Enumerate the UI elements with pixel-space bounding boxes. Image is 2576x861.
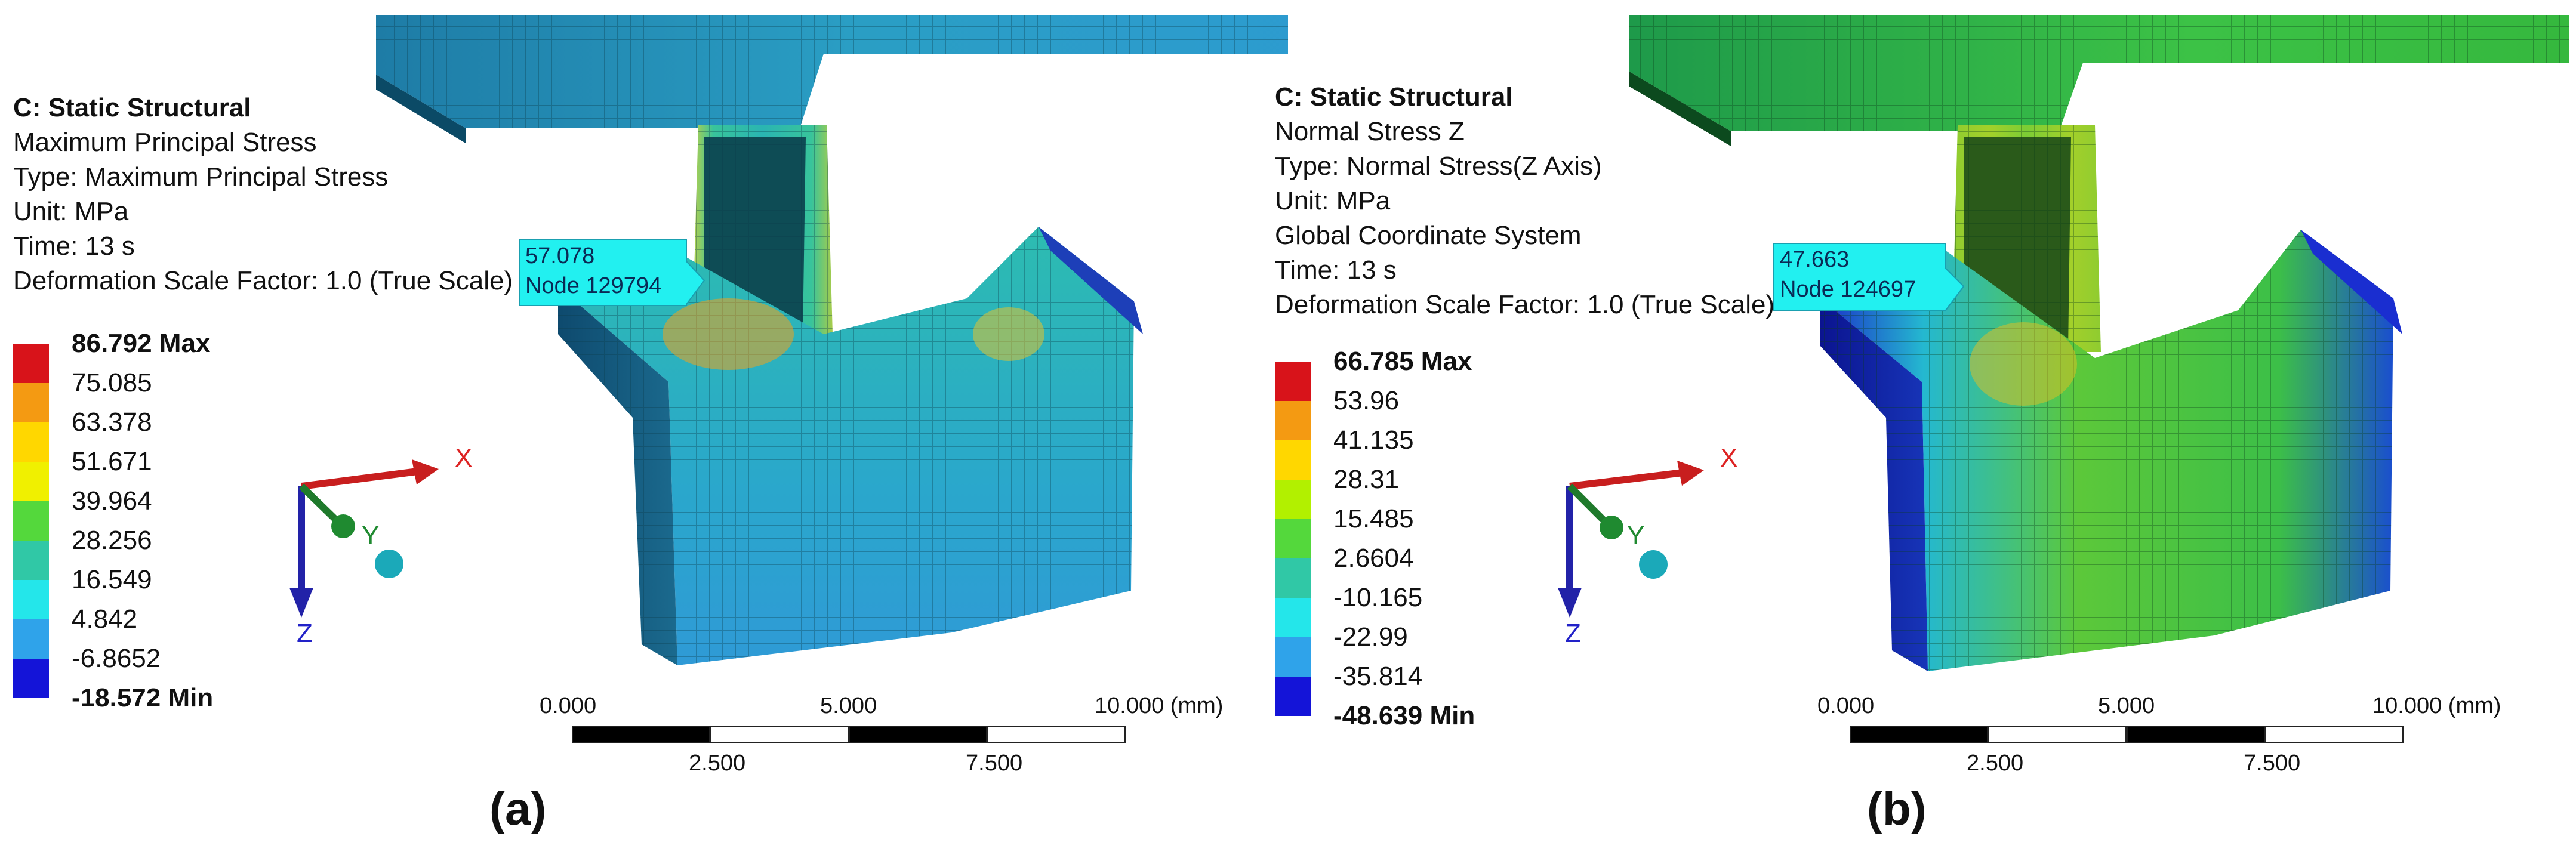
result-unit: Unit: MPa (13, 197, 129, 226)
scale-segment (1850, 726, 1988, 743)
scale-segment (572, 726, 710, 743)
legend-min-label: -18.572 Min (72, 683, 214, 712)
legend-swatch (1275, 362, 1311, 401)
legend-swatch (1275, 480, 1311, 519)
scale-tick: 5.000 (820, 693, 877, 718)
legend-value-label: 75.085 (72, 368, 152, 397)
z-axis-label: Z (1565, 619, 1581, 648)
legend-swatch (1275, 558, 1311, 598)
probe-value: 57.078 (525, 243, 595, 269)
scale-segment (2127, 726, 2265, 743)
legend-value-label: -35.814 (1333, 662, 1423, 691)
probe-label: 47.663 Node 124697 (1780, 245, 1916, 304)
result-unit: Unit: MPa (1275, 186, 1391, 215)
legend-value-label: 39.964 (72, 486, 152, 516)
scale-tick: 2.500 (1967, 751, 2024, 776)
y-axis-label: Y (1627, 521, 1644, 550)
legend-value-label: 28.31 (1333, 465, 1400, 494)
legend-swatch (13, 619, 49, 659)
scale-segment (2265, 726, 2404, 743)
scale-segment (710, 726, 849, 743)
fea-model-view: X Y Z (289, 15, 1288, 665)
legend-swatch (13, 541, 49, 580)
legend-swatch (13, 422, 49, 462)
result-name: Maximum Principal Stress (13, 128, 317, 157)
probe-node: Node 129794 (525, 273, 662, 298)
x-axis-label: X (455, 443, 472, 473)
result-name: Normal Stress Z (1275, 117, 1465, 146)
analysis-title: C: Static Structural (13, 93, 251, 122)
scale-tick: 2.500 (689, 751, 746, 776)
legend-value-label: 2.6604 (1333, 544, 1414, 573)
legend-value-label: 63.378 (72, 408, 152, 437)
legend-swatch (1275, 637, 1311, 677)
scale-segment (987, 726, 1126, 743)
panel-caption: (a) (489, 782, 547, 835)
scale-tick: 0.000 (1817, 693, 1875, 718)
result-info: C: Static Structural Normal Stress Z Typ… (1275, 80, 1774, 322)
fea-model-view: X Y Z (1558, 15, 2569, 671)
legend-swatch (13, 501, 49, 541)
legend-min-label: -48.639 Min (1333, 701, 1475, 730)
legend-value-label: 28.256 (72, 526, 152, 555)
legend-value-label: 51.671 (72, 447, 152, 476)
scale-tick: 7.500 (2244, 751, 2301, 776)
probe-label: 57.078 Node 129794 (525, 241, 661, 301)
coordinate-triad: X Y Z (289, 443, 472, 648)
legend-swatch (13, 383, 49, 422)
legend-swatch (1275, 519, 1311, 558)
scale-tick: 10.000 (mm) (1095, 693, 1224, 718)
legend-value-label: -6.8652 (72, 644, 161, 673)
scale-tick: 5.000 (2098, 693, 2155, 718)
result-time: Time: 13 s (1275, 255, 1397, 285)
deformation-scale: Deformation Scale Factor: 1.0 (True Scal… (1275, 290, 1775, 319)
scale-tick: 7.500 (966, 751, 1023, 776)
probe-node: Node 124697 (1780, 277, 1916, 302)
analysis-title: C: Static Structural (1275, 82, 1513, 112)
legend-swatch (1275, 401, 1311, 440)
coordinate-system: Global Coordinate System (1275, 221, 1582, 250)
y-axis-label: Y (362, 521, 379, 550)
legend-value-label: 53.96 (1333, 386, 1400, 415)
probe-callout (1773, 243, 1965, 311)
legend-max-label: 86.792 Max (72, 329, 211, 358)
scale-bar: 0.000 5.000 10.000 (mm) 2.500 7.500 (1817, 692, 2501, 794)
probe-callout (519, 239, 705, 306)
panel-b: X Y Z C: Static Structural Normal Stress… (1259, 0, 2576, 861)
legend-swatch (13, 462, 49, 501)
z-axis-label: Z (297, 619, 313, 648)
result-type: Type: Normal Stress(Z Axis) (1275, 152, 1602, 181)
deformation-scale: Deformation Scale Factor: 1.0 (True Scal… (13, 266, 513, 295)
result-info: C: Static Structural Maximum Principal S… (13, 91, 513, 298)
legend-swatch (1275, 598, 1311, 637)
legend-value-label: 41.135 (1333, 425, 1414, 455)
x-axis-label: X (1720, 443, 1737, 473)
legend-swatch (13, 580, 49, 619)
legend-value-label: -10.165 (1333, 583, 1423, 612)
result-time: Time: 13 s (13, 232, 135, 261)
legend-value-label: 4.842 (72, 604, 138, 634)
scale-tick: 10.000 (mm) (2372, 693, 2501, 718)
panel-a: X Y Z C: Static Structural Maximum Princ… (13, 15, 1288, 835)
probe-value: 47.663 (1780, 247, 1850, 272)
legend-value-label: 15.485 (1333, 504, 1414, 533)
legend-swatch (13, 659, 49, 698)
scale-segment (849, 726, 987, 743)
coordinate-triad: X Y Z (1558, 443, 1737, 648)
legend-swatch (1275, 677, 1311, 716)
legend-value-label: -22.99 (1333, 622, 1408, 652)
scale-bar: 0.000 5.000 10.000 (mm) 2.500 7.500 (540, 692, 1223, 794)
legend-max-label: 66.785 Max (1333, 347, 1472, 376)
result-type: Type: Maximum Principal Stress (13, 162, 389, 192)
scale-tick: 0.000 (540, 693, 597, 718)
legend-swatch (1275, 440, 1311, 480)
legend-value-label: 16.549 (72, 565, 152, 594)
panel-caption: (b) (1867, 782, 1927, 835)
scale-segment (1988, 726, 2127, 743)
legend-swatch (13, 344, 49, 383)
